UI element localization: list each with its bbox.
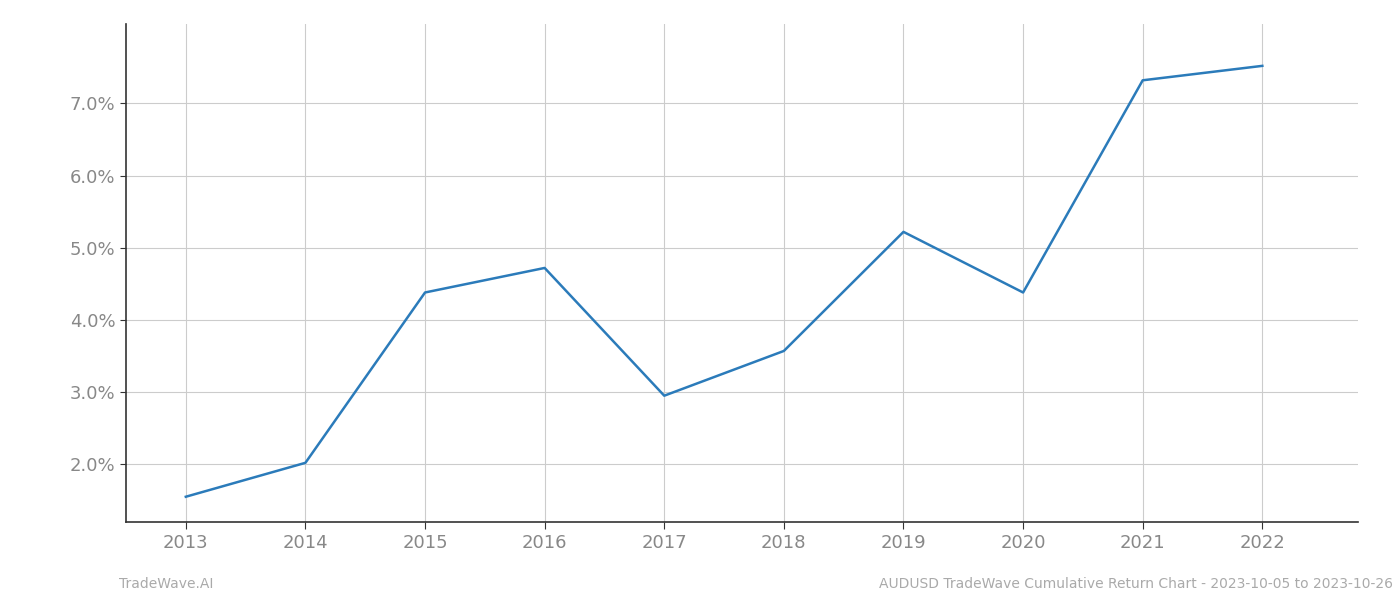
Text: AUDUSD TradeWave Cumulative Return Chart - 2023-10-05 to 2023-10-26: AUDUSD TradeWave Cumulative Return Chart…	[879, 577, 1393, 591]
Text: TradeWave.AI: TradeWave.AI	[119, 577, 213, 591]
